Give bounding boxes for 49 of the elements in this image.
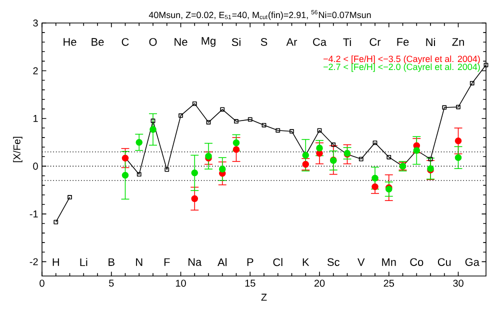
annotation: Ne: [174, 38, 188, 46]
x-tick-label: 0: [40, 280, 44, 287]
annotation: Ar: [286, 38, 298, 46]
annotation: Al: [218, 258, 227, 266]
annotation: F: [164, 258, 170, 266]
annotation: Li: [80, 258, 88, 266]
annotation: S: [260, 38, 268, 46]
annotation: Si: [232, 38, 240, 46]
annotation: Mg: [202, 37, 216, 47]
y-axis-title: [X/Fe]: [13, 136, 22, 162]
x-axis-title: Z: [261, 294, 267, 301]
x-tick-label: 10: [176, 280, 186, 287]
text: −2.7 < [Fe/H] <−2.0 (Cayrel et al. 2004): [323, 63, 480, 72]
x-tick-label: 30: [453, 280, 464, 287]
annotation: Ga: [465, 258, 480, 266]
annotation: N: [136, 258, 142, 266]
x-tick-label: 25: [384, 280, 394, 287]
y-tick-label: 2: [33, 67, 38, 74]
y-tick-label: -1: [30, 210, 38, 218]
annotation: C: [122, 38, 129, 46]
annotation: O: [149, 38, 157, 46]
annotation: Fe: [397, 38, 409, 46]
annotation: He: [64, 38, 76, 46]
annotation: Ti: [343, 38, 351, 46]
annotation: Zn: [452, 38, 464, 46]
x-tick-label: 5: [109, 280, 114, 287]
annotation: Cu: [438, 258, 451, 266]
x-tick-label: 20: [314, 280, 325, 287]
annotation: Ni: [426, 38, 435, 46]
text: −4.2 < [Fe/H] <−3.5 (Cayrel et al. 2004): [323, 55, 480, 64]
x-tick-label: 15: [245, 280, 256, 287]
annotation: P: [247, 258, 254, 266]
annotation: V: [358, 258, 365, 266]
chart-title: 40Msun, Z=0.02, E$_{51}$=40, M$_{cut}$(fin)=2.91, $^{56}$Ni=0.07Msun: [148, 10, 371, 20]
annotation: Be: [92, 38, 104, 46]
y-tick-label: 3: [33, 19, 38, 27]
y-tick-label: 0: [33, 162, 38, 170]
annotation: Cr: [370, 38, 381, 46]
annotation: Na: [188, 258, 202, 266]
annotation: Cl: [273, 258, 282, 266]
annotation: H: [52, 258, 59, 266]
y-tick-label: -2: [30, 258, 38, 266]
annotation: Sc: [327, 258, 340, 266]
annotation: Ca: [313, 38, 327, 46]
annotation: Co: [410, 258, 424, 266]
annotation: K: [302, 258, 310, 266]
y-tick-label: 1: [34, 115, 38, 122]
annotation: Mn: [382, 258, 396, 266]
annotation: B: [108, 258, 114, 266]
